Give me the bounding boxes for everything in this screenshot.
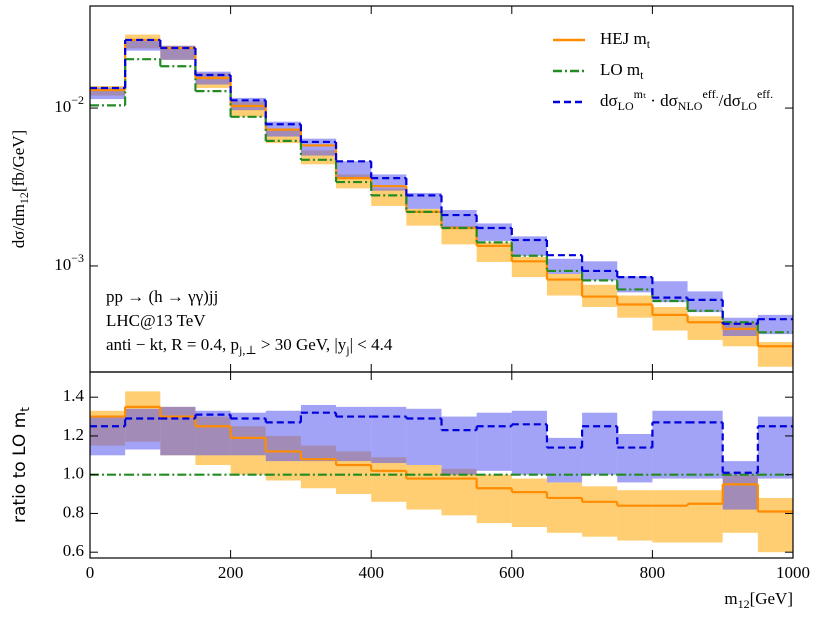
annotation: LHC@13 TeV <box>106 311 206 330</box>
y-tick-label: 10−3​ <box>54 251 84 274</box>
uncertainty-band <box>441 468 477 516</box>
annotation: pp → (h → γγ)jj <box>106 287 218 306</box>
uncertainty-band <box>265 410 301 462</box>
plot-area <box>90 34 793 367</box>
uncertainty-band <box>336 161 372 179</box>
x-tick-label: 600 <box>499 563 525 582</box>
uncertainty-band <box>441 210 477 228</box>
y-tick-label: 1.2 <box>63 425 84 444</box>
uncertainty-band <box>476 474 512 524</box>
x-tick-label: 1000 <box>776 563 810 582</box>
uncertainty-band <box>230 412 266 456</box>
uncertainty-band <box>406 408 442 465</box>
uncertainty-band <box>652 410 688 479</box>
plot-area <box>90 391 793 553</box>
y-tick-label: 1.0 <box>63 464 84 483</box>
uncertainty-band <box>336 406 372 462</box>
uncertainty-band <box>652 490 688 543</box>
uncertainty-band <box>441 416 477 475</box>
uncertainty-band <box>757 497 793 553</box>
uncertainty-band <box>371 188 407 206</box>
y-tick-label: 1.4 <box>63 386 85 405</box>
uncertainty-band <box>160 45 196 60</box>
y-tick-label: 0.6 <box>63 541 84 560</box>
x-axis-label: m12[GeV] <box>724 589 793 611</box>
uncertainty-band <box>687 316 723 340</box>
uncertainty-band <box>476 242 512 262</box>
uncertainty-band <box>687 490 723 543</box>
y-tick-label: 0.8 <box>63 502 84 521</box>
uncertainty-band <box>582 486 618 537</box>
uncertainty-band <box>160 406 196 456</box>
uncertainty-band <box>511 256 547 278</box>
y-tick-label: 10−2​ <box>54 93 84 116</box>
legend-label: HEJ mt​ <box>600 29 651 51</box>
uncertainty-band <box>406 465 442 510</box>
uncertainty-band <box>617 295 653 318</box>
uncertainty-band <box>511 410 547 475</box>
uncertainty-band <box>406 208 442 226</box>
uncertainty-band <box>652 306 688 331</box>
uncertainty-band <box>511 236 547 256</box>
legend-label: dσLOmₜ · dσNLOeff./dσLOeff.​ <box>600 87 773 113</box>
uncertainty-band <box>722 317 758 337</box>
uncertainty-band <box>476 223 512 241</box>
axes-frame <box>89 371 794 559</box>
y-axis-label: dσ/dm12[fb/GeV] <box>9 130 31 248</box>
x-tick-label: 0 <box>86 563 95 582</box>
y-axis-label: ratio to LO mt​ <box>10 407 32 523</box>
uncertainty-band <box>195 410 231 456</box>
uncertainty-band <box>406 192 442 209</box>
annotation: anti − kt, R = 0.4, pj,⊥ > 30 GeV, |yj| … <box>106 335 393 357</box>
uncertainty-band <box>300 404 337 462</box>
x-tick-label: 200 <box>218 563 244 582</box>
uncertainty-band <box>476 412 512 471</box>
uncertainty-band <box>371 406 407 464</box>
uncertainty-band <box>371 174 407 191</box>
x-tick-label: 400 <box>358 563 384 582</box>
legend-label: LO mt​ <box>600 60 644 82</box>
uncertainty-band <box>687 410 723 479</box>
uncertainty-band <box>582 412 618 475</box>
uncertainty-band <box>125 39 161 51</box>
uncertainty-band <box>687 291 723 313</box>
uncertainty-band <box>617 490 653 541</box>
uncertainty-band <box>546 482 583 533</box>
uncertainty-band <box>546 273 583 296</box>
x-tick-label: 800 <box>640 563 666 582</box>
uncertainty-band <box>125 408 161 450</box>
uncertainty-band <box>90 87 126 100</box>
uncertainty-band <box>441 226 477 245</box>
uncertainty-band <box>511 478 547 527</box>
uncertainty-band <box>652 281 688 303</box>
uncertainty-band <box>371 457 407 502</box>
